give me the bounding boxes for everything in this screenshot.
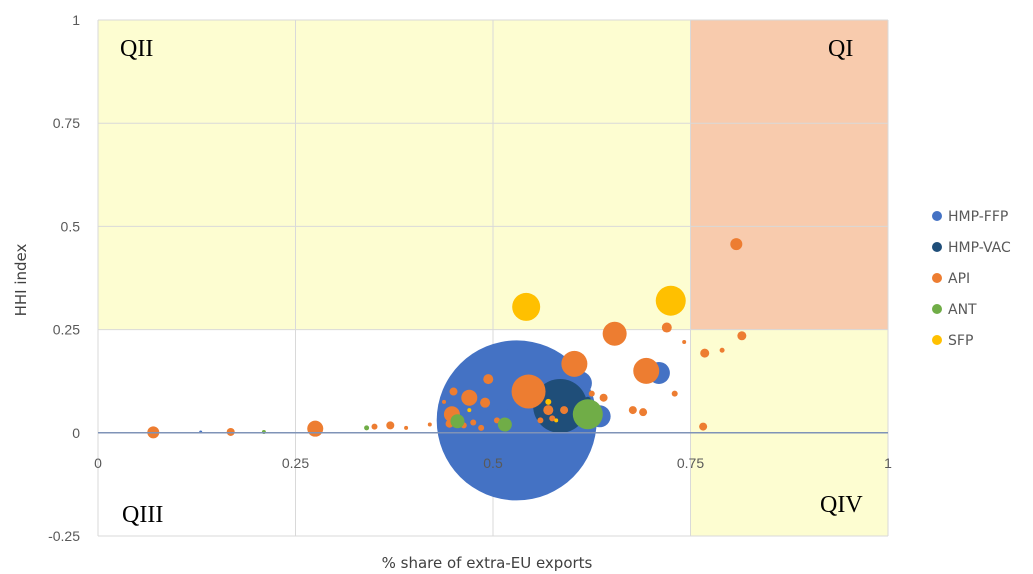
bubble-api [442, 399, 447, 404]
bubble-ant [497, 417, 512, 432]
bubble-api [661, 322, 672, 333]
bubble-api [483, 374, 494, 385]
bubble-api [560, 406, 569, 415]
bubble-api [737, 331, 747, 341]
x-axis-title: % share of extra-EU exports [382, 554, 593, 572]
bubble-api [371, 423, 378, 430]
quadrant-label-qi: QI [828, 36, 853, 62]
quadrant-label-qiii: QIII [122, 502, 163, 528]
legend-label-hmp-vac: HMP-VAC [948, 240, 1011, 256]
y-tick-label: 0 [72, 425, 80, 441]
bubble-api [588, 390, 595, 397]
bubble-ant [364, 425, 370, 431]
y-tick-label: 0.5 [61, 218, 81, 234]
bubble-api [671, 390, 678, 397]
y-tick-label: -0.25 [48, 528, 80, 544]
quadrant-qii-background [98, 20, 691, 330]
bubble-api [682, 339, 687, 344]
bubble-api [628, 406, 637, 415]
bubble-sfp [512, 292, 541, 321]
legend: HMP-FFP HMP-VAC API ANT SFP [932, 209, 1011, 349]
bubble-api [599, 393, 608, 402]
legend-label-sfp: SFP [948, 333, 973, 349]
legend-marker-ant [932, 304, 942, 314]
bubble-api [730, 238, 743, 251]
bubble-sfp [655, 285, 686, 316]
legend-label-api: API [948, 271, 970, 287]
x-tick-label: 0.5 [483, 455, 503, 471]
bubble-api [549, 415, 556, 422]
bubble-api [478, 424, 485, 431]
bubble-api [537, 417, 544, 424]
bubble-hmp-vac [533, 378, 588, 433]
legend-marker-hmp-vac [932, 242, 942, 252]
bubbles-layer [147, 238, 747, 501]
legend-label-hmp-ffp: HMP-FFP [948, 209, 1008, 225]
bubble-api [511, 374, 546, 409]
bubble-api [226, 427, 235, 436]
y-axis-title: HHI index [12, 243, 30, 316]
legend-label-ant: ANT [948, 302, 977, 318]
quadrant-label-qii: QII [120, 36, 153, 62]
legend-marker-sfp [932, 335, 942, 345]
bubble-sfp [467, 408, 472, 413]
bubble-api [700, 348, 710, 358]
bubble-sfp [554, 418, 559, 423]
y-tick-label: 0.75 [53, 115, 80, 131]
x-tick-label: 0.75 [677, 455, 704, 471]
bubble-api [449, 387, 458, 396]
bubble-ant [572, 399, 603, 430]
quadrant-label-qiv: QIV [820, 492, 863, 518]
x-tick-label: 1 [884, 455, 892, 471]
bubble-ant [450, 414, 465, 429]
bubble-api [386, 421, 395, 430]
x-tick-label: 0 [94, 455, 102, 471]
bubble-api [480, 397, 491, 408]
bubble-api [543, 405, 554, 416]
bubble-api [561, 350, 588, 377]
bubble-api [461, 389, 478, 406]
bubble-api [633, 357, 660, 384]
y-tick-label: 0.25 [53, 322, 80, 338]
bubble-api [699, 422, 708, 431]
y-tick-label: 1 [72, 12, 80, 28]
legend-marker-api [932, 273, 942, 283]
bubble-api [602, 321, 627, 346]
tick-labels: 0 0.25 0.5 0.75 1 -0.25 0 0.25 0.5 0.75 1 [48, 12, 892, 544]
x-tick-label: 0.25 [282, 455, 309, 471]
bubble-api [307, 420, 324, 437]
gridlines [97, 19, 889, 537]
bubble-api [719, 347, 725, 353]
quadrant-qi-background [690, 20, 888, 330]
bubble-hmp-ffp [505, 409, 512, 416]
bubble-sfp [545, 398, 552, 405]
bubble-api [639, 408, 648, 417]
bubble-api [404, 425, 409, 430]
bubble-api [470, 419, 477, 426]
bubble-api [427, 422, 432, 427]
legend-marker-hmp-ffp [932, 211, 942, 221]
